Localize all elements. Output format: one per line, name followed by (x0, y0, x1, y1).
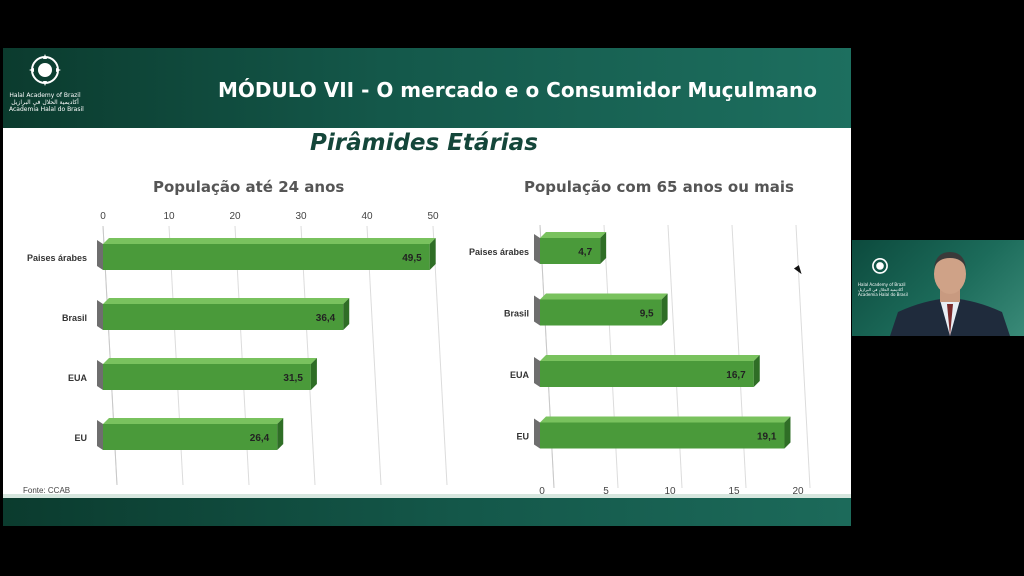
presenter-webcam: Halal Academy of Brazil أكاديمية الحلال … (852, 240, 1024, 336)
chart-1-bar-shadow (97, 300, 103, 330)
chart-1-gridline (432, 225, 448, 486)
chart-2-tick-label: 5 (603, 486, 609, 497)
chart-1-data-label: 49,5 (402, 253, 422, 264)
chart-1-bar-side (429, 238, 436, 270)
camera-logo-line-en: Halal Academy of Brazil (858, 282, 906, 287)
chart-2-tick-label: 10 (664, 486, 676, 497)
chart-2-bar-top (540, 355, 760, 361)
chart-2-bar-side (784, 416, 791, 449)
academy-emblem-icon (29, 54, 61, 86)
source-note: Fonte: CCAB (23, 486, 71, 495)
chart-2-data-label: 4,7 (578, 247, 592, 258)
chart-2-bar (540, 299, 662, 326)
chart-2-tick-label: 15 (728, 486, 740, 497)
camera-logo-line-pt: Academia Halal do Brasil (858, 292, 908, 297)
chart-2-bar-top (540, 232, 607, 238)
chart-2-bar-top (540, 293, 668, 300)
chart-1-bar-side (277, 418, 284, 450)
camera-emblem-icon (872, 257, 888, 274)
chart-1-bar-top (103, 298, 350, 304)
logo-line-en: Halal Academy of Brazil (9, 92, 81, 99)
chart-1-bar (103, 364, 311, 390)
chart-1-tick-label: 50 (427, 211, 439, 222)
chart-1-tick-label: 40 (361, 211, 373, 222)
chart-2-bar-top (540, 416, 791, 423)
chart-2-bar-shadow (534, 234, 540, 264)
presentation-slide: Halal Academy of Brazil أكاديمية الحلال … (3, 48, 851, 526)
chart-1-bar-shadow (97, 240, 103, 270)
chart-2-bar-shadow (534, 295, 540, 326)
chart-2-tick-label: 20 (792, 486, 804, 497)
chart-1-bar (103, 304, 344, 330)
chart-2-bar-side (600, 232, 607, 264)
module-title: MÓDULO VII - O mercado e o Consumidor Mu… (218, 78, 817, 102)
chart-2-bar (540, 238, 601, 264)
slide-header: Halal Academy of Brazil أكاديمية الحلال … (3, 48, 851, 128)
chart-1-data-label: 31,5 (283, 373, 303, 384)
chart-1-category-label: EUA (68, 373, 88, 383)
chart-1-tick-label: 30 (295, 211, 307, 222)
slide-title: Pirâmides Etárias (310, 130, 538, 156)
chart-2-bar (540, 422, 785, 449)
chart-1-bar-top (103, 418, 284, 424)
chart-1-tick-label: 20 (229, 211, 241, 222)
chart-2-data-label: 16,7 (726, 370, 746, 381)
chart-1-bar (103, 244, 430, 270)
chart-2-category-label: EU (516, 432, 529, 442)
chart-2-bar-shadow (534, 418, 540, 449)
chart-2-bar-side (661, 293, 668, 326)
chart-2-bar-side (753, 355, 760, 387)
chart-1-tick-label: 10 (163, 211, 175, 222)
chart-2-title: População com 65 anos ou mais (524, 178, 794, 196)
chart-2-category-label: Paises árabes (469, 247, 529, 257)
chart-2-category-label: Brasil (504, 309, 529, 319)
presenter-person (890, 252, 1010, 336)
chart-1-bar (103, 424, 278, 450)
chart-2-tick-label: 0 (539, 486, 545, 497)
chart-1-data-label: 36,4 (316, 313, 336, 324)
camera-logo: Halal Academy of Brazil أكاديمية الحلال … (858, 256, 908, 297)
chart-2-bar (540, 361, 754, 387)
chart-1-bar-top (103, 238, 436, 244)
academy-logo: Halal Academy of Brazil أكاديمية الحلال … (9, 52, 84, 113)
chart-2-bar-shadow (534, 357, 540, 387)
chart-1-title: População até 24 anos (153, 178, 345, 196)
chart-1-category-label: Paises árabes (27, 253, 87, 263)
chart-2-data-label: 9,5 (640, 309, 654, 320)
logo-line-pt: Academia Halal do Brasil (9, 106, 84, 113)
chart-1-category-label: EU (74, 433, 87, 443)
chart-1-tick-label: 0 (100, 211, 106, 222)
chart-1-bar-shadow (97, 420, 103, 450)
chart-1-bar-top (103, 358, 317, 364)
chart-1-category-label: Brasil (62, 313, 87, 323)
logo-line-ar: أكاديمية الحلال في البرازيل (11, 99, 79, 106)
chart-2-category-label: EUA (510, 370, 530, 380)
chart-1-data-label: 26,4 (250, 433, 270, 444)
chart-2-data-label: 19,1 (757, 432, 777, 443)
camera-logo-line-ar: أكاديمية الحلال في البرازيل (858, 287, 903, 292)
slide-footer (3, 494, 851, 526)
chart-1-bar-side (310, 358, 317, 390)
chart-2-gridline (795, 224, 811, 489)
chart-1-bar-shadow (97, 360, 103, 390)
chart-1-bar-side (343, 298, 350, 330)
